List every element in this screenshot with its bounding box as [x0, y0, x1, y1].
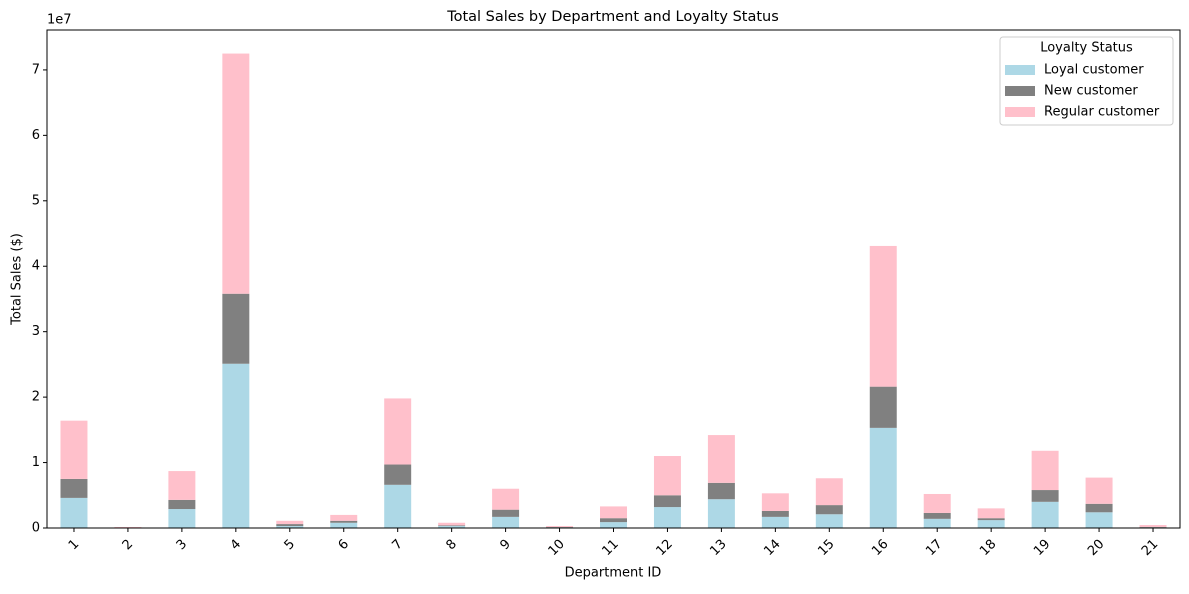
bar-segment: [924, 494, 951, 513]
bar-segment: [1032, 490, 1059, 502]
bar-segment: [330, 521, 357, 523]
bar-segment: [1032, 451, 1059, 490]
bar-segment: [1086, 504, 1113, 513]
bar-segment: [762, 493, 789, 511]
bar-segment: [168, 500, 195, 509]
bar-segment: [654, 495, 681, 507]
bar-segment: [222, 294, 249, 364]
bar-segment: [600, 518, 627, 522]
bar-segment: [384, 398, 411, 464]
y-tick-label: 3: [32, 324, 40, 339]
y-axis-label: Total Sales ($): [10, 233, 25, 326]
bar-segment: [978, 518, 1005, 520]
bar-segment: [492, 489, 519, 510]
y-tick-label: 7: [32, 62, 40, 77]
bar-segment: [492, 517, 519, 528]
bar-segment: [816, 514, 843, 528]
bar-segment: [708, 435, 735, 483]
bar-segment: [60, 479, 87, 498]
bar-segment: [924, 519, 951, 528]
bar-segment: [546, 526, 573, 527]
y-tick-label: 1: [32, 455, 40, 470]
y-tick-label: 2: [32, 390, 40, 405]
bar-segment: [708, 499, 735, 528]
bar-segment: [1032, 502, 1059, 528]
legend-swatch: [1005, 65, 1035, 75]
bar-segment: [222, 54, 249, 294]
bar-segment: [276, 521, 303, 524]
bar-segment: [438, 525, 465, 526]
bar-segment: [438, 523, 465, 526]
bar-segment: [60, 498, 87, 528]
bar-segment: [384, 465, 411, 485]
bar-segment: [978, 508, 1005, 518]
bar-segment: [762, 511, 789, 517]
bar-segment: [816, 505, 843, 514]
bar-segment: [1140, 525, 1167, 527]
y-tick-label: 6: [32, 128, 40, 143]
y-tick-label: 0: [32, 521, 40, 536]
chart-title: Total Sales by Department and Loyalty St…: [446, 9, 779, 25]
bar-segment: [1086, 512, 1113, 528]
bar-segment: [708, 483, 735, 499]
bar-segment: [168, 471, 195, 500]
bar-segment: [60, 421, 87, 479]
legend-swatch: [1005, 86, 1035, 96]
y-offset-label: 1e7: [47, 13, 72, 28]
bar-segment: [870, 428, 897, 528]
bar-segment: [492, 510, 519, 517]
bar-segment: [600, 506, 627, 518]
bar-segment: [600, 522, 627, 528]
legend-swatch: [1005, 107, 1035, 117]
bar-segment: [870, 246, 897, 387]
y-tick-label: 5: [32, 193, 40, 208]
legend-label: Regular customer: [1044, 105, 1160, 120]
legend-label: New customer: [1044, 84, 1138, 99]
bar-segment: [222, 364, 249, 528]
bar-segment: [330, 515, 357, 521]
bar-segment: [114, 527, 141, 528]
bar-segment: [168, 509, 195, 528]
legend-label: Loyal customer: [1044, 63, 1144, 78]
bar-segment: [654, 456, 681, 495]
bar-segment: [330, 523, 357, 528]
bar-segment: [1086, 478, 1113, 504]
bar-segment: [384, 485, 411, 528]
bar-segment: [762, 517, 789, 528]
bar-segment: [870, 387, 897, 428]
bar-segment: [978, 520, 1005, 528]
bar-segment: [924, 513, 951, 519]
bar-segment: [276, 524, 303, 526]
x-axis-label: Department ID: [565, 566, 662, 581]
bar-segment: [654, 507, 681, 528]
bar-segment: [816, 478, 843, 505]
y-tick-label: 4: [32, 259, 40, 274]
legend-title: Loyalty Status: [1040, 41, 1133, 56]
